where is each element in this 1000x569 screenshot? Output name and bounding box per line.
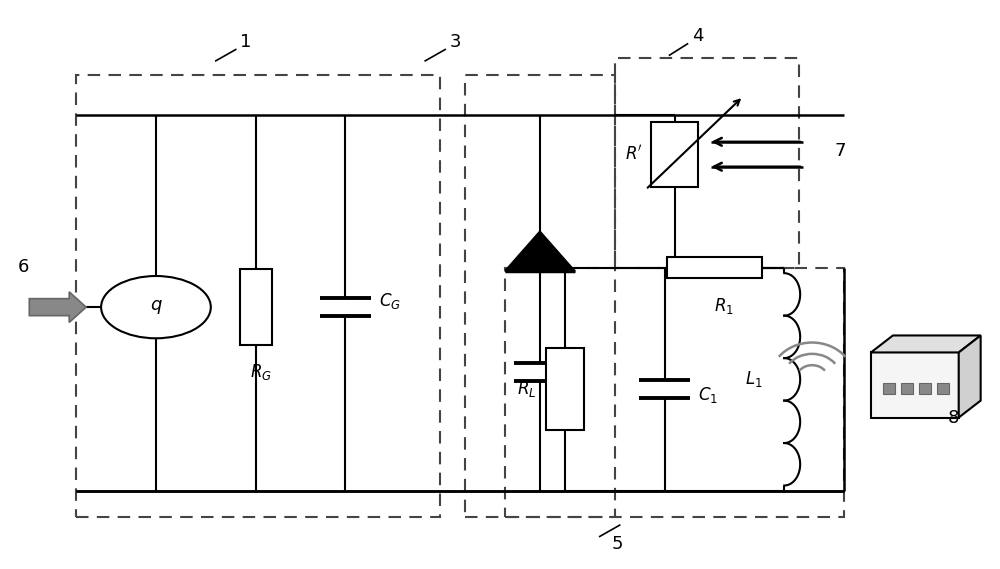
Text: $R_1$: $R_1$ bbox=[714, 296, 734, 316]
Text: 4: 4 bbox=[692, 27, 703, 46]
Circle shape bbox=[101, 276, 211, 339]
Polygon shape bbox=[937, 382, 949, 394]
Text: $C_1$: $C_1$ bbox=[698, 385, 718, 405]
Polygon shape bbox=[651, 122, 698, 187]
Text: 6: 6 bbox=[18, 258, 29, 276]
Polygon shape bbox=[871, 336, 981, 352]
Text: $R'$: $R'$ bbox=[625, 145, 643, 164]
Polygon shape bbox=[919, 382, 931, 394]
Text: 7: 7 bbox=[834, 142, 846, 160]
Text: $R_L$: $R_L$ bbox=[517, 380, 536, 399]
Polygon shape bbox=[546, 348, 584, 430]
Text: 1: 1 bbox=[240, 33, 251, 51]
Text: $C_G$: $C_G$ bbox=[379, 291, 401, 311]
Text: 8: 8 bbox=[948, 409, 959, 427]
Polygon shape bbox=[29, 292, 86, 323]
Polygon shape bbox=[240, 269, 272, 345]
Text: $L_1$: $L_1$ bbox=[745, 369, 762, 389]
Polygon shape bbox=[883, 382, 895, 394]
Text: $q$: $q$ bbox=[150, 298, 162, 316]
Polygon shape bbox=[871, 352, 959, 418]
Polygon shape bbox=[901, 382, 913, 394]
Polygon shape bbox=[505, 232, 575, 271]
Polygon shape bbox=[667, 257, 762, 278]
Text: 5: 5 bbox=[612, 535, 623, 553]
Text: 3: 3 bbox=[449, 33, 461, 51]
Polygon shape bbox=[959, 336, 981, 418]
Text: $R_G$: $R_G$ bbox=[250, 362, 272, 382]
